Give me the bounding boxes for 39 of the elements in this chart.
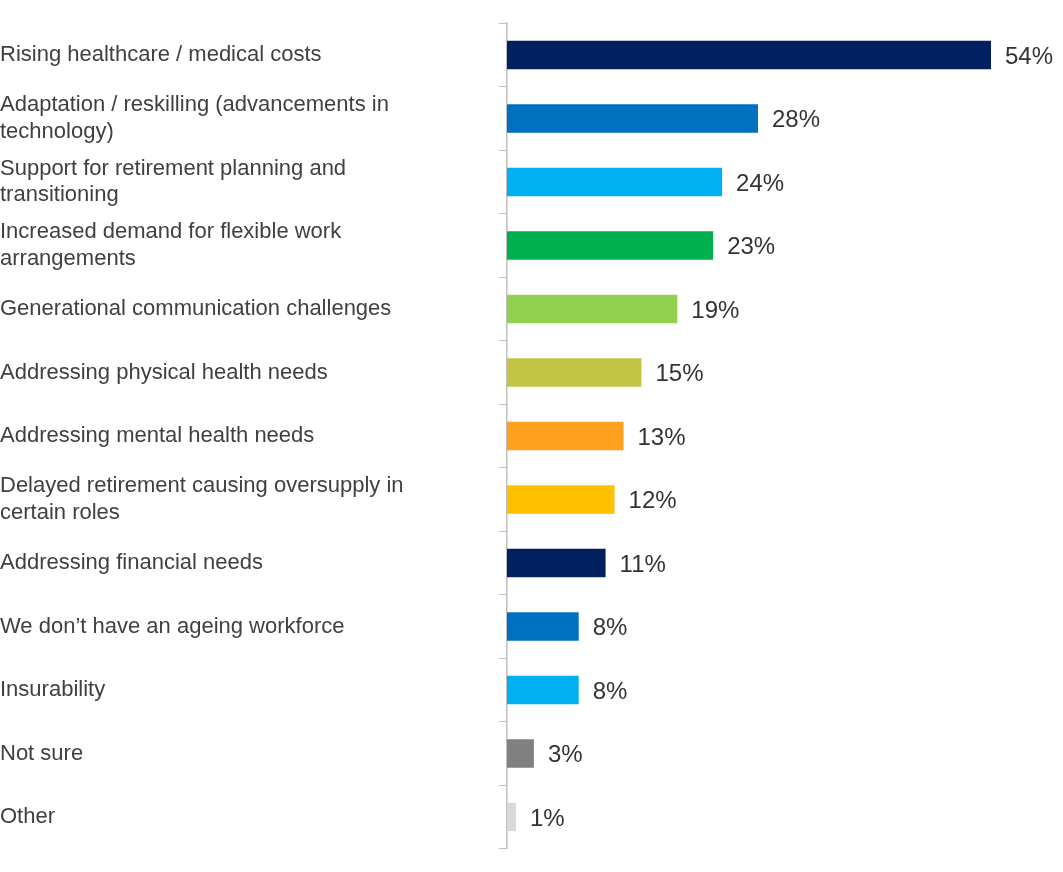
bar — [507, 548, 606, 578]
y-tick-label: Support for retirement planning and transitioning — [0, 154, 347, 207]
y-tick-label: Rising healthcare / medical costs — [0, 41, 322, 67]
data-label: 54% — [1005, 41, 1054, 69]
bar — [507, 675, 579, 705]
bar — [507, 485, 615, 514]
bar — [507, 167, 723, 197]
y-tick-label: Other — [0, 803, 56, 829]
y-tick-label: Delayed retirement causing oversupply in certain roles — [0, 472, 404, 524]
bar — [507, 104, 758, 133]
bar — [507, 612, 579, 641]
y-tick-label: Addressing mental health needs — [0, 422, 315, 448]
data-label: 28% — [771, 105, 821, 133]
y-tick-label: Adaptation / reskilling (advancements in technology) — [0, 91, 389, 143]
bar — [507, 40, 991, 70]
bar — [507, 231, 714, 260]
y-tick-label: Addressing physical health needs — [0, 358, 328, 384]
data-label: 1% — [529, 803, 565, 831]
data-label: 19% — [691, 295, 740, 323]
data-label: 8% — [592, 676, 628, 704]
data-label: 8% — [592, 613, 628, 641]
y-tick-label: Not sure — [0, 739, 84, 765]
bar — [507, 294, 678, 324]
y-tick-label: Increased demand for flexible work arrangements — [0, 218, 343, 270]
data-label: 3% — [547, 740, 583, 768]
y-tick-label: Addressing financial needs — [0, 549, 263, 575]
data-label: 15% — [655, 359, 704, 387]
y-tick-label: Insurability — [0, 676, 106, 702]
bar — [507, 358, 642, 387]
data-label: 24% — [736, 168, 785, 196]
data-label: 13% — [637, 422, 686, 450]
data-label: 23% — [727, 232, 776, 260]
y-tick-label: We don’t have an ageing workforce — [0, 612, 345, 638]
bar — [507, 739, 534, 768]
data-label: 12% — [628, 486, 677, 514]
data-label: 11% — [619, 549, 666, 577]
bar — [507, 421, 624, 451]
bar — [507, 802, 516, 832]
y-tick-label: Generational communication challenges — [0, 295, 392, 321]
